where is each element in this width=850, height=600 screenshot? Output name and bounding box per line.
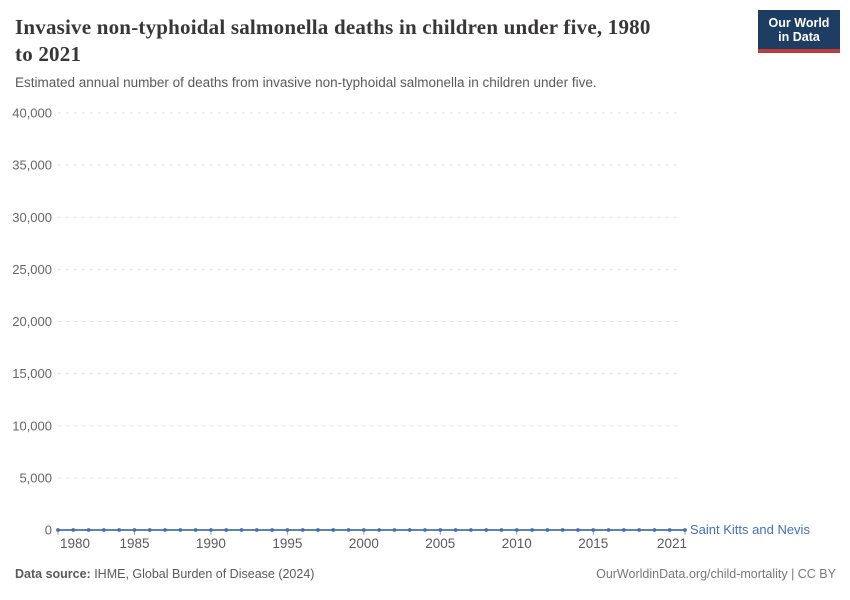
y-tick-label: 0	[45, 523, 52, 538]
owid-logo-line-1: Our World	[768, 16, 830, 30]
data-point	[209, 528, 213, 532]
data-point	[591, 528, 596, 532]
data-point	[71, 528, 76, 532]
x-tick-label: 1985	[119, 536, 149, 551]
data-source-label: Data source:	[15, 567, 91, 581]
data-point	[377, 528, 382, 532]
data-point	[576, 528, 580, 532]
data-point	[667, 528, 672, 532]
data-point	[56, 528, 60, 532]
chart-header: Invasive non-typhoidal salmonella deaths…	[15, 14, 745, 68]
page-title-line-2: to 2021	[15, 42, 82, 66]
data-point	[499, 528, 504, 532]
license-credit: OurWorldinData.org/child-mortality | CC …	[596, 567, 836, 581]
y-tick-label: 25,000	[12, 262, 52, 277]
data-point	[392, 528, 397, 532]
data-source-text: IHME, Global Burden of Disease (2024)	[90, 567, 315, 581]
data-point	[193, 528, 198, 532]
owid-logo-line-2: in Data	[778, 30, 820, 44]
data-source-note: Data source: IHME, Global Burden of Dise…	[15, 567, 314, 581]
data-point	[514, 528, 519, 532]
y-tick-label: 35,000	[12, 158, 52, 173]
data-point	[545, 528, 550, 532]
data-point	[530, 528, 534, 532]
y-tick-label: 40,000	[12, 106, 52, 121]
data-point	[683, 528, 687, 532]
data-point	[285, 528, 290, 532]
data-point	[147, 528, 152, 532]
x-tick-label: 2010	[502, 536, 532, 551]
chart-footer: Data source: IHME, Global Burden of Dise…	[15, 567, 836, 581]
data-point	[453, 528, 458, 532]
data-point	[300, 528, 305, 532]
x-tick-label: 2000	[349, 536, 379, 551]
data-point	[163, 528, 167, 532]
data-point	[224, 528, 229, 532]
data-point	[621, 528, 626, 532]
data-point	[270, 528, 274, 532]
data-point	[407, 528, 412, 532]
data-point	[560, 528, 565, 532]
x-tick-label: 2005	[425, 536, 455, 551]
data-point	[178, 528, 183, 532]
data-point	[606, 528, 611, 532]
y-tick-label: 10,000	[12, 418, 52, 433]
data-point	[239, 528, 244, 532]
data-point	[101, 528, 106, 532]
data-point	[423, 528, 427, 532]
x-tick-label: 1980	[60, 536, 90, 551]
data-point	[86, 528, 91, 532]
series-entity-label[interactable]: Saint Kitts and Nevis	[690, 522, 810, 537]
y-tick-label: 5,000	[19, 470, 52, 485]
data-point	[438, 528, 443, 532]
x-tick-label: 1995	[272, 536, 302, 551]
data-point	[652, 528, 657, 532]
data-point	[117, 528, 122, 532]
y-tick-label: 15,000	[12, 366, 52, 381]
data-point	[484, 528, 489, 532]
data-point	[637, 528, 642, 532]
data-point	[331, 528, 336, 532]
data-point	[361, 528, 366, 532]
page-title-line-1: Invasive non-typhoidal salmonella deaths…	[15, 15, 651, 39]
data-point	[132, 528, 137, 532]
x-tick-label: 2021	[657, 536, 687, 551]
data-point	[316, 528, 320, 532]
data-point	[254, 528, 259, 532]
chart-subtitle: Estimated annual number of deaths from i…	[15, 75, 597, 90]
data-point	[346, 528, 351, 532]
y-tick-label: 20,000	[12, 314, 52, 329]
owid-logo: Our World in Data	[758, 10, 840, 53]
x-tick-label: 1990	[196, 536, 226, 551]
x-tick-label: 2015	[578, 536, 608, 551]
y-tick-label: 30,000	[12, 210, 52, 225]
data-point	[469, 528, 473, 532]
